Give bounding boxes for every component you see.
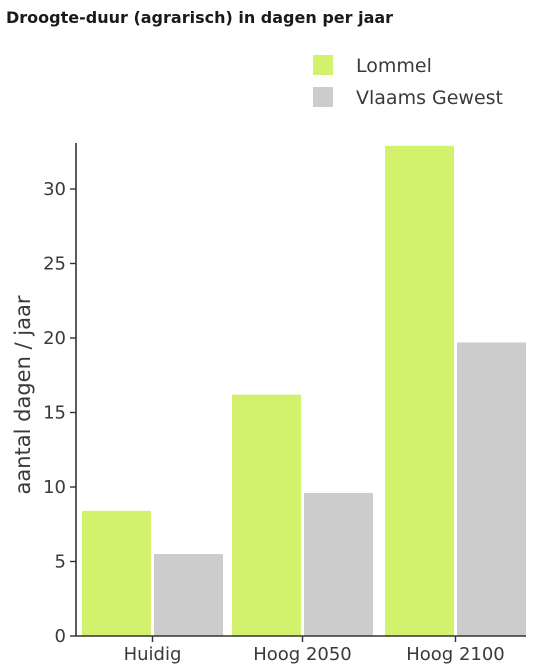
legend-label-lommel: Lommel (356, 55, 432, 77)
bars-group (82, 145, 526, 637)
x-tick-label: Huidig (124, 644, 182, 665)
y-tick-label: 20 (43, 328, 66, 349)
y-tick-label: 5 (55, 552, 66, 573)
bar-lommel-hoog-2100 (385, 145, 454, 637)
axes-group: 0 5 10 15 20 25 30 Huidig Hoog 2050 Hoog 2100 aant… (11, 143, 526, 665)
legend-swatch-vlaams-gewest (313, 87, 333, 107)
bar-vlaams-gewest-hoog-2100 (457, 342, 526, 636)
y-tick-label: 10 (43, 477, 66, 498)
y-axis-title: aantal dagen / jaar (11, 295, 35, 494)
chart-title: Droogte-duur (agrarisch) in dagen per ja… (6, 8, 394, 27)
bar-vlaams-gewest-hoog-2050 (304, 492, 373, 636)
bar-vlaams-gewest-huidig (154, 554, 223, 636)
y-tick-label: 30 (43, 179, 66, 200)
y-tick-label: 15 (43, 403, 66, 424)
legend-swatch-lommel (313, 55, 333, 75)
bar-lommel-huidig (82, 510, 151, 636)
legend-label-vlaams-gewest: Vlaams Gewest (356, 87, 503, 109)
bar-lommel-hoog-2050 (232, 394, 301, 636)
x-tick-label: Hoog 2100 (406, 644, 505, 665)
y-tick-label: 0 (55, 626, 66, 647)
y-tick-label: 25 (43, 254, 66, 275)
legend: Lommel Vlaams Gewest (313, 55, 503, 109)
x-tick-label: Hoog 2050 (253, 644, 352, 665)
